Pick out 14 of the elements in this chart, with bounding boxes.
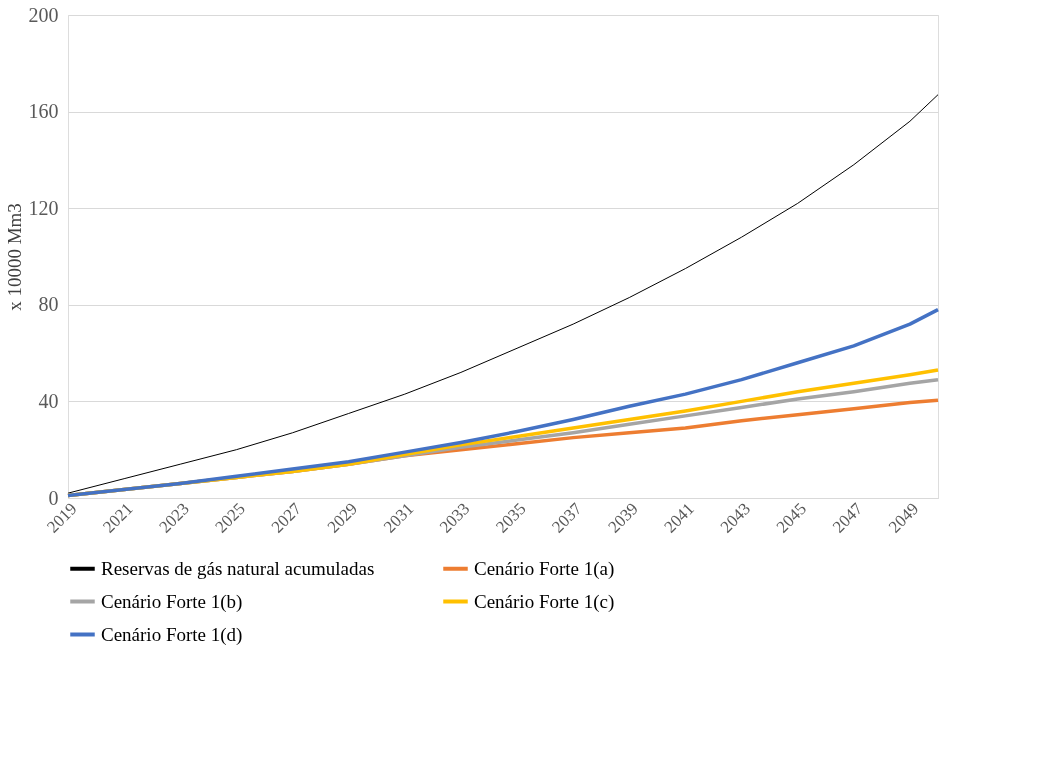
legend-label: Cenário Forte 1(c)	[474, 590, 615, 613]
y-tick-label: 160	[28, 100, 59, 123]
y-tick-label: 40	[38, 389, 59, 412]
y-tick-label: 80	[38, 293, 59, 316]
line-series	[66, 307, 940, 498]
legend-label: Cenário Forte 1(d)	[101, 623, 243, 646]
y-tick-label: 120	[28, 196, 59, 219]
line-series	[67, 94, 939, 494]
legend-label: Cenário Forte 1(b)	[101, 590, 243, 613]
y-tick-label: 0	[48, 486, 59, 509]
legend-label: Cenário Forte 1(a)	[474, 557, 615, 580]
legend-label: Reservas de gás natural acumuladas	[101, 557, 375, 579]
y-axis-title: x 10000 Mm3	[3, 203, 25, 311]
y-tick-label: 200	[28, 3, 59, 26]
